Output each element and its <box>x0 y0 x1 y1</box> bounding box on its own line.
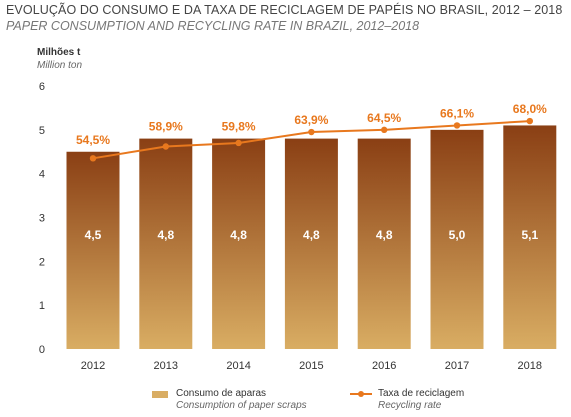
legend-line-swatch <box>350 391 372 397</box>
bar-value-label: 5,0 <box>449 228 466 242</box>
line-point <box>89 155 97 162</box>
line-value-label: 58,9% <box>149 120 183 134</box>
x-tick-label: 2013 <box>154 360 178 372</box>
legend-bar-swatch <box>152 391 168 398</box>
line-point <box>381 126 388 134</box>
x-tick-label: 2012 <box>81 360 105 372</box>
line-value-label: 59,8% <box>222 120 256 134</box>
bar-value-label: 4,8 <box>157 228 174 242</box>
bar-value-label: 4,5 <box>85 228 102 242</box>
y-tick-label: 3 <box>39 213 45 225</box>
x-tick-label: 2017 <box>445 360 469 372</box>
legend-bar-label: Consumo de aparas <box>176 388 267 399</box>
line-point <box>526 117 533 125</box>
x-tick-label: 2016 <box>372 360 396 372</box>
bar-value-label: 5,1 <box>521 228 538 242</box>
y-tick-label: 2 <box>39 256 45 268</box>
y-tick-label: 5 <box>39 125 45 137</box>
bar-value-label: 4,8 <box>230 228 247 242</box>
bar <box>430 129 484 349</box>
y-tick-label: 4 <box>39 169 45 181</box>
line-point <box>453 122 461 129</box>
y-tick-label: 0 <box>39 344 45 356</box>
legend-bar-label-en: Consumption of paper scraps <box>176 400 307 411</box>
legend-line-label-en: Recycling rate <box>378 400 442 411</box>
y-axis-label-en: Million ton <box>37 60 83 71</box>
line-value-label: 54,5% <box>76 133 110 147</box>
bar <box>503 125 557 349</box>
x-tick-label: 2015 <box>299 360 323 372</box>
y-axis-label: Milhões t <box>37 47 81 58</box>
bar <box>66 151 120 349</box>
x-tick-label: 2018 <box>518 360 542 372</box>
bar <box>212 138 266 349</box>
bar <box>357 138 411 349</box>
y-tick-label: 6 <box>39 81 45 93</box>
bar-value-label: 4,8 <box>376 228 393 242</box>
chart-subtitle: PAPER CONSUMPTION AND RECYCLING RATE IN … <box>6 19 420 33</box>
line-point <box>235 139 242 147</box>
y-tick-label: 1 <box>39 300 45 312</box>
line-value-label: 64,5% <box>367 111 401 125</box>
legend-line-label: Taxa de reciclagem <box>378 388 465 399</box>
chart-title: EVOLUÇÃO DO CONSUMO E DA TAXA DE RECICLA… <box>6 3 563 17</box>
line-value-label: 68,0% <box>513 102 547 116</box>
bar <box>139 138 193 349</box>
line-point <box>308 128 315 136</box>
bar-value-label: 4,8 <box>303 228 320 242</box>
line-value-label: 66,1% <box>440 106 474 120</box>
x-tick-label: 2014 <box>226 360 250 372</box>
line-point <box>162 143 169 150</box>
bar <box>284 138 338 349</box>
line-value-label: 63,9% <box>294 113 328 127</box>
